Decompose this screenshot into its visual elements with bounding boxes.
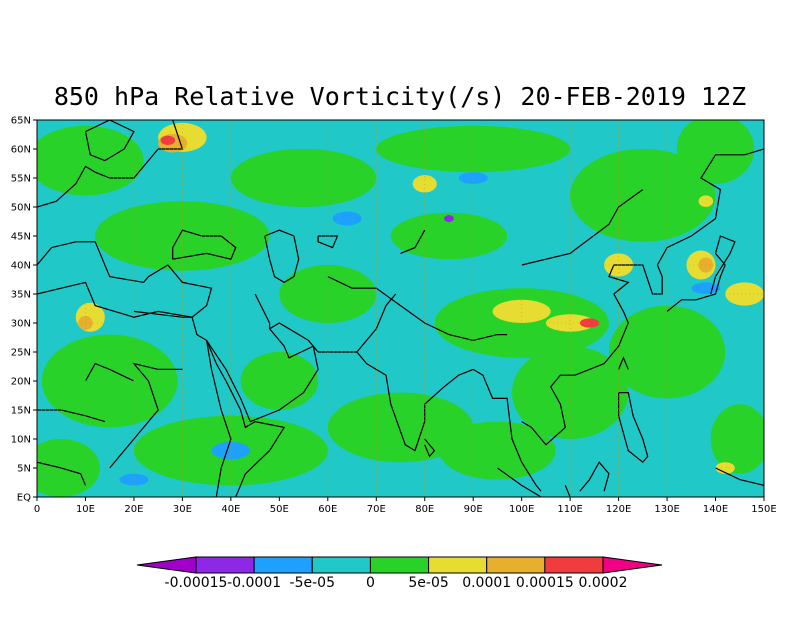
lat-tick-label: 5N — [17, 464, 31, 475]
lat-tick-label: 40N — [11, 261, 31, 272]
coastline — [133, 310, 193, 318]
coastline — [618, 392, 649, 464]
colorbar-box — [544, 556, 604, 574]
colorbar-label: 0.0002 — [579, 575, 628, 591]
latitude-axis: EQ 5N 10N 15N 20N 25N 30N 35N 40N 45N 50N 55N 60N 65N — [11, 116, 37, 504]
vorticity-patch — [230, 149, 377, 207]
lat-tick-label: 20N — [11, 377, 31, 388]
lon-tick-label: 80E — [415, 504, 434, 515]
vorticity-patch — [676, 120, 755, 184]
coastline — [206, 322, 542, 492]
coastline — [564, 485, 571, 497]
vorticity-patch — [725, 282, 764, 306]
vorticity-patch — [390, 212, 508, 260]
colorbar: -0.00015 -0.0001 -5e-05 0 5e-05 0.0001 0.00015… — [136, 556, 663, 591]
lon-tick-label: 50E — [270, 504, 289, 515]
lon-tick-label: 40E — [221, 504, 240, 515]
vorticity-patch — [492, 299, 551, 323]
map-title: 850 hPa Relative Vorticity(/s) 20-FEB-20… — [53, 82, 747, 111]
lon-tick-label: 60E — [318, 504, 337, 515]
lon-tick-label: 0 — [34, 504, 40, 515]
coastline — [37, 120, 184, 208]
colorbar-label: 0.00015 — [516, 575, 574, 591]
lat-tick-label: 55N — [11, 174, 31, 185]
lat-tick-label: 15N — [11, 406, 31, 417]
lat-tick-label: 30N — [11, 319, 31, 330]
coastline — [618, 356, 629, 370]
vorticity-patch — [439, 421, 556, 480]
lat-tick-label: EQ — [17, 493, 31, 504]
coastline — [424, 438, 436, 458]
colorbar-label: 0.0001 — [462, 575, 511, 591]
vorticity-patch — [570, 149, 716, 242]
longitude-axis: 0 10E 20E 30E 40E 50E 60E 70E 80E 90E 100E 110E 120E… — [34, 497, 777, 515]
vorticity-patch — [332, 211, 362, 226]
colorbar-box — [195, 556, 255, 574]
coastline — [264, 229, 300, 284]
vorticity-patch — [160, 135, 176, 145]
vorticity-patch — [545, 314, 595, 332]
colorbar-box — [428, 556, 488, 574]
coastline — [191, 317, 286, 497]
lat-tick-label: 10N — [11, 435, 31, 446]
lon-tick-label: 120E — [606, 504, 631, 515]
colorbar-box — [369, 556, 430, 574]
lat-tick-label: 50N — [11, 203, 31, 214]
gridlines — [37, 120, 764, 497]
lon-tick-label: 140E — [703, 504, 728, 515]
coastline — [356, 293, 397, 353]
vorticity-patch — [327, 392, 474, 463]
colorbar-label: -5e-05 — [290, 575, 335, 591]
lat-tick-label: 35N — [11, 290, 31, 301]
colorbar-label: 5e-05 — [408, 575, 448, 591]
lat-tick-label: 25N — [11, 348, 31, 359]
coastline — [521, 189, 644, 266]
coastline — [37, 461, 87, 486]
colorbar-label: -0.0001 — [227, 575, 281, 591]
coastline — [84, 120, 135, 162]
colorbar-high-arrow — [602, 556, 663, 574]
coastlines — [37, 120, 764, 497]
colorbar-box — [486, 556, 546, 574]
coastline — [521, 148, 764, 446]
lon-tick-label: 30E — [173, 504, 192, 515]
lon-tick-label: 20E — [124, 504, 143, 515]
vorticity-patch — [412, 175, 437, 193]
vorticity-patch — [710, 404, 764, 474]
coastline — [715, 467, 764, 486]
lat-tick-label: 60N — [11, 145, 31, 156]
vorticity-patch — [444, 215, 454, 223]
lon-tick-label: 10E — [76, 504, 95, 515]
lat-tick-label: 65N — [11, 116, 31, 127]
coastline — [666, 235, 736, 312]
colorbar-low-arrow — [136, 556, 197, 574]
vorticity-patch — [211, 441, 251, 460]
coastline — [206, 340, 232, 497]
lon-tick-label: 150E — [751, 504, 776, 515]
coastline — [84, 362, 135, 382]
map-frame — [36, 119, 765, 498]
lat-tick-label: 45N — [11, 232, 31, 243]
colorbar-box — [253, 556, 313, 574]
vorticity-patch — [279, 265, 377, 323]
colorbar-box — [311, 556, 371, 574]
lon-tick-label: 100E — [509, 504, 534, 515]
coastline — [497, 467, 542, 497]
lon-tick-label: 70E — [367, 504, 386, 515]
vorticity-patch — [698, 195, 714, 207]
lon-tick-label: 110E — [557, 504, 582, 515]
coastline — [579, 461, 610, 492]
colorbar-label: 0 — [366, 575, 375, 591]
coastline — [317, 235, 339, 249]
vorticity-patch — [119, 473, 149, 486]
lon-tick-label: 130E — [654, 504, 679, 515]
colorbar-label: -0.00015 — [165, 575, 228, 591]
lon-tick-label: 90E — [464, 504, 483, 515]
coastline — [327, 276, 508, 342]
coastline — [37, 241, 213, 318]
